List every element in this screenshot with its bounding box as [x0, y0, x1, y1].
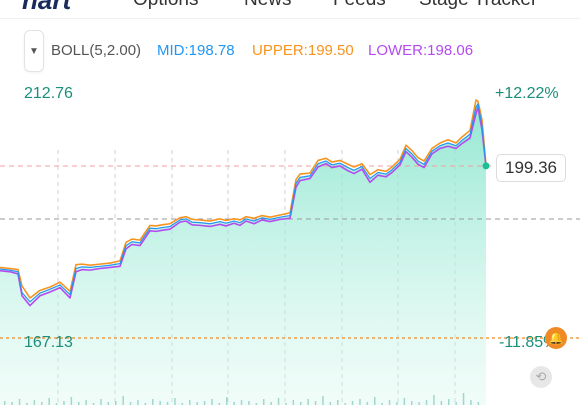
nav-tab-feeds[interactable]: Feeds	[333, 0, 386, 12]
volume-bar	[396, 402, 398, 405]
boll-lower-line	[0, 106, 487, 307]
volume-bar	[411, 401, 413, 405]
volume-bar	[18, 399, 21, 405]
boll-upper-line	[0, 99, 487, 299]
boll-mid-line	[0, 103, 487, 303]
volume-bar	[240, 400, 243, 405]
volume-bar	[329, 402, 332, 405]
last-price-dot	[482, 162, 490, 170]
low-percent-label: -11.85%	[499, 334, 558, 351]
indicator-dropdown-button[interactable]: ▼	[24, 30, 44, 72]
volume-bar	[440, 401, 443, 405]
high-percent-label: +12.22%	[495, 85, 559, 102]
volume-bar	[85, 400, 87, 405]
nav-tab-options[interactable]: Options	[133, 0, 198, 12]
volume-bar	[403, 398, 406, 405]
volume-bar	[388, 400, 391, 405]
volume-bar	[122, 396, 124, 405]
top-navigation: hart Options News Feeds Stage Tracker	[0, 0, 580, 19]
volume-bar	[33, 400, 36, 405]
volume-bar	[285, 403, 287, 405]
volume-bar	[137, 400, 139, 405]
volume-bar	[233, 402, 235, 405]
volume-bar	[115, 401, 117, 405]
volume-bar	[314, 401, 317, 405]
volume-bar	[270, 402, 272, 405]
volume-bar	[248, 401, 250, 405]
price-alert-button[interactable]: 🔔	[545, 327, 567, 349]
volume-bar	[374, 397, 376, 405]
volume-bar	[448, 399, 450, 405]
bell-icon: 🔔	[548, 331, 564, 345]
volume-bar	[174, 398, 176, 405]
volume-bar	[159, 401, 161, 405]
volume-bar	[144, 403, 147, 405]
volume-bar	[322, 396, 324, 405]
volume-bar	[70, 397, 73, 405]
volume-bar	[92, 403, 95, 405]
volume-bar	[351, 401, 354, 405]
volume-bar	[344, 403, 346, 405]
volume-bar	[381, 403, 383, 405]
volume-bar	[152, 399, 154, 405]
volume-bar	[359, 399, 361, 405]
volume-bar	[366, 402, 369, 405]
indicator-upper: UPPER:199.50	[252, 42, 354, 59]
volume-bar	[470, 400, 472, 405]
volume-bar	[4, 401, 6, 405]
volume-bar	[63, 401, 65, 405]
volume-bar	[211, 399, 213, 405]
volume-bar	[433, 395, 435, 405]
volume-bar	[48, 398, 50, 405]
volume-bar	[307, 399, 309, 405]
volume-bar	[300, 402, 302, 405]
reset-view-button[interactable]: ⟲	[530, 366, 552, 388]
volume-bar	[337, 400, 339, 405]
volume-bar	[292, 400, 295, 405]
nav-tab-stage-tracker[interactable]: Stage Tracker	[419, 0, 537, 12]
indicator-lower: LOWER:198.06	[368, 42, 474, 59]
low-price-label: 167.13	[24, 334, 73, 351]
triangle-down-icon: ▼	[29, 45, 39, 57]
volume-bar	[255, 403, 258, 405]
volume-bar	[226, 397, 228, 405]
volume-bar	[26, 403, 28, 405]
volume-bar	[41, 402, 43, 405]
volume-bar	[166, 402, 169, 405]
volume-bar	[203, 401, 206, 405]
volume-bar	[107, 402, 110, 405]
price-area	[0, 103, 486, 406]
volume-bar	[277, 398, 280, 405]
volume-bar	[181, 403, 184, 405]
volume-bar	[11, 402, 13, 405]
volume-bar	[455, 402, 457, 405]
volume-bar	[78, 402, 80, 405]
current-price-box: 199.36	[496, 154, 566, 182]
volume-bar	[100, 399, 102, 405]
indicator-name: BOLL(5,2.00)	[51, 42, 142, 59]
volume-bar	[218, 403, 221, 405]
volume-bar	[462, 393, 465, 405]
volume-bar	[196, 402, 198, 405]
volume-bar	[55, 403, 58, 405]
volume-bar	[425, 400, 428, 405]
volume-bar	[189, 400, 191, 405]
high-price-label: 212.76	[24, 85, 73, 102]
reset-view-icon: ⟲	[535, 369, 547, 384]
volume-bar	[477, 402, 480, 405]
app-logo[interactable]: hart	[22, 0, 72, 15]
indicator-mid: MID:198.78	[157, 42, 235, 59]
volume-bar	[418, 402, 420, 405]
volume-bar	[263, 399, 265, 405]
volume-bar	[129, 402, 132, 405]
nav-tab-news[interactable]: News	[244, 0, 292, 12]
